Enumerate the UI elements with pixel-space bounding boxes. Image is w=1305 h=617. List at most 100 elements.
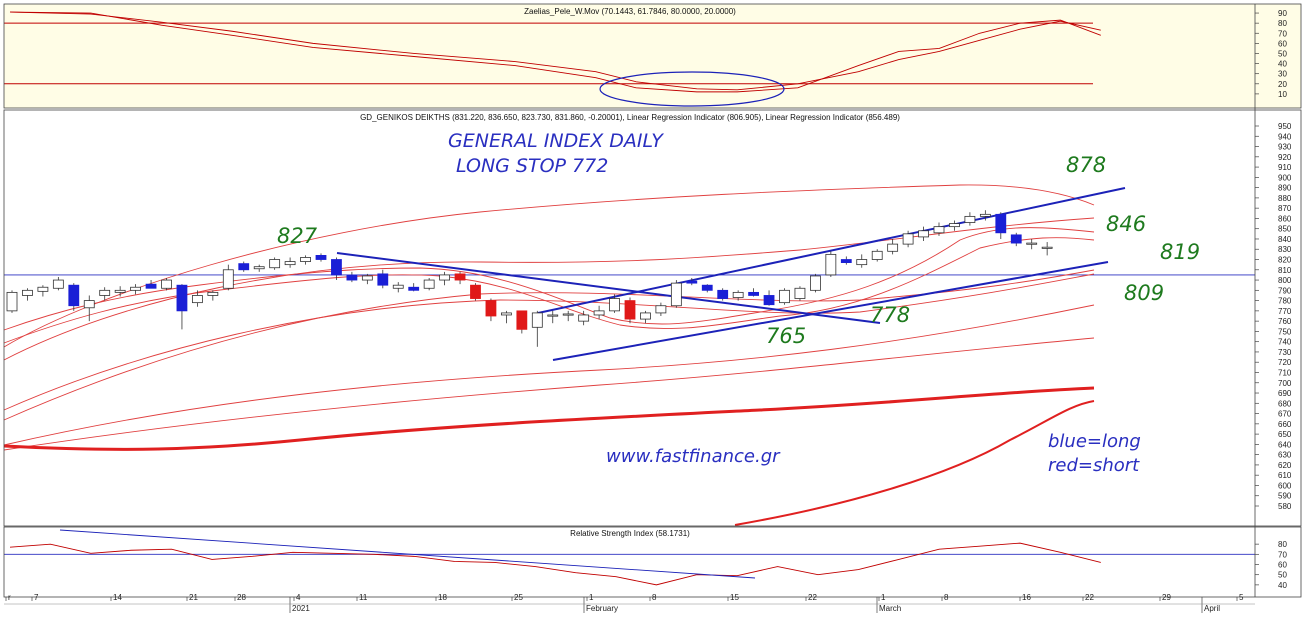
- candle: [763, 290, 775, 306]
- candle-body: [37, 286, 49, 292]
- candle-body: [361, 275, 373, 281]
- candle-body: [439, 274, 451, 281]
- candle-body: [763, 295, 775, 306]
- candle-body: [408, 286, 420, 291]
- price-y-tick-label: 910: [1278, 163, 1292, 172]
- candle: [779, 288, 790, 305]
- candle-body: [191, 295, 203, 304]
- price-band-3: [3, 237, 1095, 344]
- candle: [52, 276, 64, 291]
- candle-body: [810, 275, 821, 291]
- month-label: March: [879, 604, 901, 613]
- candle: [670, 280, 682, 308]
- candle: [825, 251, 837, 277]
- candle: [408, 283, 420, 292]
- rsi-plot: [4, 542, 1255, 586]
- oscillator-panel-bg: [4, 4, 1255, 108]
- candle-body: [52, 279, 64, 289]
- candle-body: [856, 259, 868, 266]
- price-y-tick-label: 710: [1278, 368, 1292, 377]
- price-y-tick-label: 740: [1278, 338, 1292, 347]
- candle-body: [640, 312, 651, 320]
- candle: [1041, 242, 1053, 256]
- candle: [37, 285, 49, 297]
- price-band-6: [3, 304, 1095, 446]
- price-band-4: [3, 269, 1095, 421]
- candle: [300, 255, 311, 265]
- candle: [949, 220, 960, 231]
- x-tick-label: 5: [1239, 593, 1244, 602]
- price-y-tick-label: 890: [1278, 184, 1292, 193]
- candle: [315, 253, 327, 262]
- oscillator-axis-bg: [1255, 4, 1301, 108]
- candle-body: [933, 226, 945, 234]
- candle-body: [331, 259, 342, 276]
- candle: [933, 222, 945, 236]
- candle: [222, 264, 234, 291]
- x-tick-label: 1: [589, 593, 594, 602]
- price-y-tick-label: 930: [1278, 143, 1292, 152]
- candle-body: [902, 233, 914, 245]
- price-title: GD_GENIKOS DEIKTHS (831.220, 836.650, 82…: [360, 113, 900, 122]
- candle: [145, 280, 157, 289]
- candle-body: [83, 300, 95, 309]
- candle-body: [114, 289, 126, 293]
- candle-body: [887, 243, 899, 252]
- candle: [346, 271, 358, 283]
- candle: [655, 302, 667, 316]
- annotation-827: 827: [277, 224, 318, 248]
- price-y-tick-label: 810: [1278, 266, 1292, 275]
- price-band-8: [3, 386, 1095, 451]
- x-tick-label: 4: [296, 593, 301, 602]
- candle-body: [6, 291, 18, 312]
- candle: [964, 212, 976, 226]
- price-y-tick-label: 660: [1278, 420, 1292, 429]
- month-label: April: [1204, 604, 1220, 613]
- candle: [284, 257, 296, 268]
- candle-body: [593, 310, 605, 316]
- candle: [392, 282, 404, 293]
- candle: [995, 212, 1007, 239]
- annotation-legend-red: red=short: [1048, 455, 1140, 476]
- x-tick-label: 15: [730, 593, 739, 602]
- candle: [500, 310, 512, 324]
- candle: [439, 271, 451, 286]
- rsi-y-tick-label: 50: [1278, 571, 1287, 580]
- x-tick-label: 14: [113, 593, 122, 602]
- y-axes: 1020304050607080905805906006106206306406…: [1255, 9, 1292, 590]
- rsi-line: [9, 542, 1101, 586]
- oscillator-y-tick-label: 30: [1278, 70, 1287, 79]
- candle: [207, 290, 219, 301]
- price-y-tick-label: 770: [1278, 307, 1292, 316]
- candle: [470, 283, 481, 301]
- price-y-tick-label: 590: [1278, 492, 1292, 501]
- candle-body: [748, 291, 759, 296]
- month-label: February: [586, 604, 618, 613]
- candle: [701, 284, 713, 293]
- candle: [578, 310, 590, 326]
- candle: [871, 249, 883, 262]
- price-y-tick-label: 720: [1278, 358, 1292, 367]
- candle-body: [949, 223, 960, 228]
- candle: [269, 257, 281, 270]
- candle: [377, 269, 389, 289]
- candle: [454, 271, 466, 285]
- rsi-title: Relative Strength Index (58.1731): [570, 529, 690, 538]
- rsi-y-tick-label: 70: [1278, 550, 1287, 559]
- x-tick-label: 25: [514, 593, 523, 602]
- candle: [361, 273, 373, 285]
- candle-body: [1041, 246, 1053, 249]
- candle-body: [1026, 242, 1038, 245]
- candle-body: [547, 314, 559, 317]
- annotation-title-line2: LONG STOP 772: [456, 155, 608, 177]
- candle: [640, 310, 651, 324]
- price-y-tick-label: 840: [1278, 235, 1292, 244]
- rsi-trend-line: [59, 529, 756, 579]
- channel-upper-line: [537, 187, 1126, 314]
- candle: [840, 256, 852, 265]
- candle-body: [779, 289, 790, 304]
- candle-body: [979, 213, 991, 217]
- oscillator-y-tick-label: 70: [1278, 29, 1287, 38]
- candle: [253, 264, 265, 272]
